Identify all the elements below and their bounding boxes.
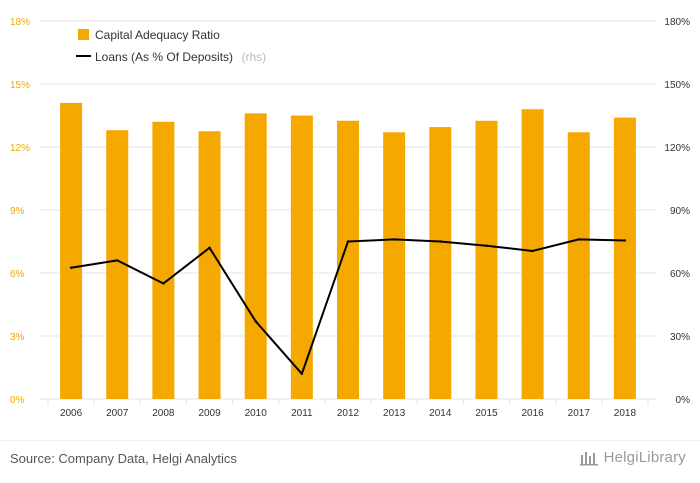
bar (613, 117, 636, 399)
brand-name: HelgiLibrary (603, 449, 686, 466)
line-point (300, 372, 304, 375)
line-point (116, 259, 119, 262)
bar (567, 132, 590, 400)
bar (106, 130, 129, 399)
line-series (69, 238, 627, 375)
library-icon (579, 451, 598, 465)
bar (152, 121, 175, 400)
x-tick-label: 2016 (521, 408, 544, 419)
line-point (346, 240, 350, 243)
line-point (623, 239, 627, 242)
left-tick-label: 15% (10, 80, 30, 91)
legend-line-label: Loans (As % Of Deposits) (95, 50, 233, 64)
line-point (254, 320, 257, 323)
x-tick-label: 2008 (152, 408, 175, 419)
line-point (162, 282, 165, 285)
x-tick-label: 2014 (429, 408, 452, 419)
right-tick-label: 120% (664, 143, 690, 154)
legend: Capital Adequacy Ratio Loans (As % Of De… (76, 28, 266, 65)
x-tick-label: 2018 (614, 408, 637, 419)
bar (337, 120, 359, 399)
right-tick-label: 150% (664, 80, 690, 91)
left-tick-label: 18% (10, 17, 30, 28)
legend-bar-label: Capital Adequacy Ratio (95, 28, 220, 42)
line-point (392, 238, 396, 241)
line-point (577, 238, 580, 241)
line-point (69, 266, 73, 269)
right-tick-label: 0% (676, 395, 691, 406)
footer-divider (0, 440, 700, 441)
x-tick-label: 2007 (106, 408, 129, 419)
line-point (531, 249, 534, 253)
x-tick-label: 2017 (568, 408, 591, 419)
x-axis: 2006 2007 2008 2009 2010 2011 2012 2013 2014 2015… (47, 399, 649, 419)
x-tick-label: 2011 (291, 408, 313, 419)
bar (244, 113, 267, 400)
bar (60, 102, 83, 400)
left-tick-label: 9% (10, 206, 25, 217)
x-tick-label: 2010 (245, 408, 268, 419)
line-point (485, 244, 488, 247)
brand-logo[interactable]: HelgiLibrary (579, 449, 686, 466)
right-tick-label: 60% (670, 269, 690, 280)
line-point (439, 240, 442, 243)
x-tick-label: 2006 (60, 408, 83, 419)
bar (521, 109, 544, 399)
left-tick-label: 0% (10, 395, 25, 406)
right-tick-label: 90% (670, 206, 690, 217)
bar (475, 120, 498, 399)
legend-line-text: Loans (As % Of Deposits) (rhs) (95, 48, 266, 65)
left-tick-label: 3% (10, 332, 25, 343)
bar (290, 115, 313, 399)
x-tick-label: 2012 (337, 408, 360, 419)
right-axis: 0% 30% 60% 90% 120% 150% 180% (664, 17, 690, 406)
right-tick-label: 30% (670, 332, 690, 343)
legend-bar-swatch (78, 29, 89, 40)
chart: 0% 3% 6% 9% 12% 15% 18% 0% 30% 60% 90% 120% 150% 180… (10, 17, 690, 419)
source-note: Source: Company Data, Helgi Analytics (10, 451, 237, 466)
line-point (208, 246, 211, 249)
left-tick-label: 6% (10, 269, 25, 280)
x-tick-label: 2009 (198, 408, 221, 419)
bar (383, 132, 406, 400)
x-tick-label: 2013 (383, 408, 406, 419)
left-tick-label: 12% (10, 143, 30, 154)
bar (429, 127, 452, 400)
x-tick-label: 2015 (475, 408, 498, 419)
left-axis: 0% 3% 6% 9% 12% 15% 18% (10, 17, 30, 406)
right-tick-label: 180% (664, 17, 690, 28)
legend-rhs-note: (rhs) (242, 50, 267, 64)
bar (198, 131, 221, 399)
bar-series (60, 102, 636, 400)
